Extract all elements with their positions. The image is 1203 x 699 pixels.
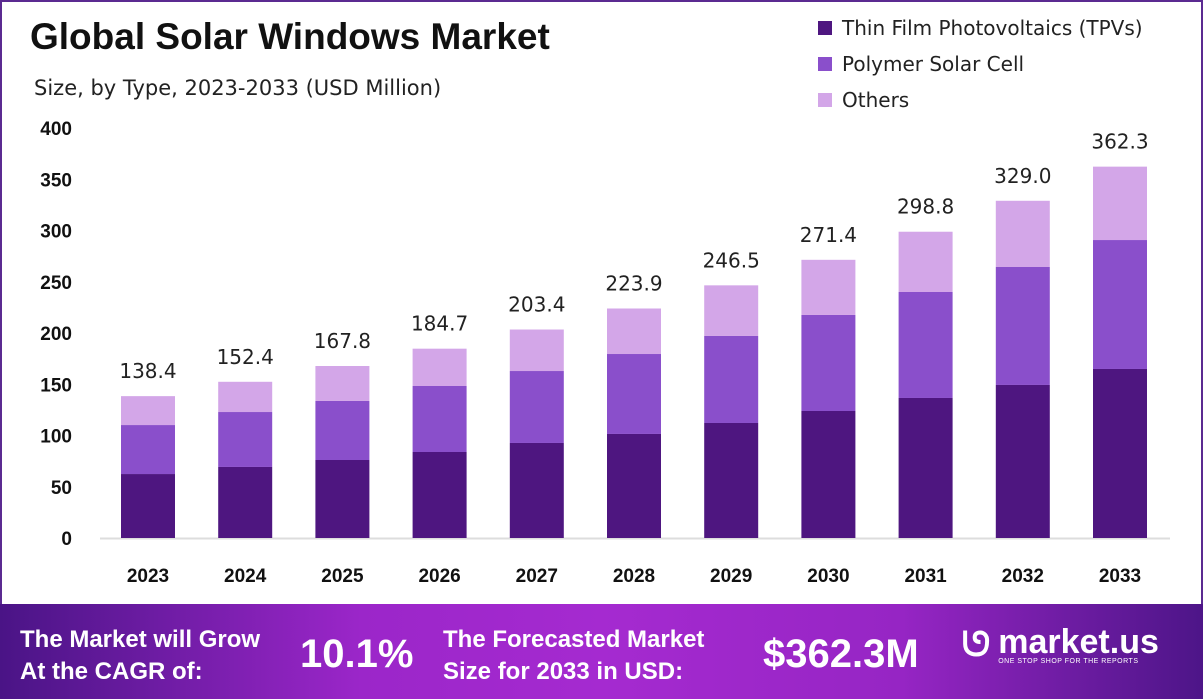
bar-segment-2027-1 (509, 371, 564, 443)
total-data-label: 246.5 (703, 248, 760, 272)
bar-segment-2027-2 (509, 329, 564, 372)
x-tick-label: 2023 (127, 566, 169, 587)
x-tick-label: 2027 (516, 566, 558, 587)
legend-label: Others (842, 88, 910, 112)
chart-frame (0, 0, 1203, 604)
total-data-label: 152.4 (217, 345, 274, 369)
total-data-label: 362.3 (1091, 130, 1148, 154)
x-tick-label: 2029 (710, 566, 752, 587)
bar-segment-2023-1 (121, 425, 175, 475)
bar-segment-2025-1 (315, 400, 370, 460)
chart-subtitle: Size, by Type, 2023-2033 (USD Million) (34, 76, 442, 100)
bar-segment-2026-0 (412, 452, 467, 538)
x-tick-label: 2030 (807, 566, 849, 587)
bar-segment-2029-0 (704, 422, 759, 538)
x-tick-label: 2024 (224, 566, 267, 587)
bar-segment-2031-0 (898, 397, 953, 538)
bar-segment-2032-0 (995, 384, 1050, 538)
total-data-label: 329.0 (994, 164, 1051, 188)
legend-item-tpv: Thin Film Photovoltaics (TPVs) (818, 10, 1143, 46)
y-tick-label: 400 (40, 119, 72, 140)
bar-segment-2023-0 (121, 474, 175, 538)
legend-label: Polymer Solar Cell (842, 52, 1025, 76)
cagr-label-line: At the CAGR of: (20, 658, 203, 685)
total-data-label: 271.4 (800, 223, 857, 247)
total-data-label: 138.4 (119, 359, 176, 383)
y-tick-label: 200 (40, 324, 72, 345)
legend-swatch (818, 93, 832, 107)
bar-segment-2032-1 (995, 266, 1050, 385)
x-tick-label: 2028 (613, 566, 655, 587)
bar-segment-2030-0 (801, 411, 856, 538)
legend-label: Thin Film Photovoltaics (TPVs) (842, 16, 1143, 40)
bar-segment-2026-2 (412, 348, 467, 386)
y-tick-label: 350 (40, 170, 72, 191)
bar-segment-2033-0 (1093, 368, 1147, 538)
legend-swatch (818, 57, 832, 71)
bar-segment-2030-2 (801, 259, 856, 315)
bar-segment-2024-1 (218, 412, 273, 467)
bar-segment-2025-0 (315, 459, 370, 538)
x-tick-label: 2031 (904, 566, 947, 587)
logo-tagline: ONE STOP SHOP FOR THE REPORTS (998, 658, 1139, 665)
x-tick-label: 2026 (418, 566, 460, 587)
bar-segment-2032-2 (995, 200, 1050, 267)
bar-chart: 0 50 100 150 200 250 300 350 400 138.4 2023 152.4 20… (40, 119, 1170, 587)
forecast-label-line: The Forecasted Market (443, 626, 705, 653)
y-tick-label: 0 (61, 529, 72, 550)
x-tick-label: 2033 (1099, 566, 1141, 587)
y-tick-label: 300 (40, 222, 72, 243)
total-data-label: 167.8 (314, 329, 371, 353)
x-tick-label: 2032 (1002, 566, 1044, 587)
bar-segment-2023-2 (121, 396, 175, 426)
cagr-label: The Market will Grow At the CAGR of: (20, 624, 260, 688)
bar-segment-2028-1 (607, 354, 661, 434)
bar-segment-2026-1 (412, 385, 467, 453)
bar-segment-2024-0 (218, 466, 273, 538)
chart-title: Global Solar Windows Market (30, 16, 550, 57)
bar-segment-2033-1 (1093, 240, 1147, 369)
cagr-value: 10.1% (300, 632, 414, 676)
y-tick-label: 100 (40, 427, 72, 448)
logo-name: market.us (998, 623, 1159, 661)
forecast-value: $362.3M (763, 632, 919, 676)
y-tick-label: 150 (40, 375, 72, 396)
total-data-label: 203.4 (508, 293, 565, 317)
logo-icon: ᘎ (962, 626, 991, 664)
total-data-label: 298.8 (897, 195, 954, 219)
bar-segment-2025-2 (315, 366, 370, 401)
legend: Thin Film Photovoltaics (TPVs) Polymer S… (818, 10, 1143, 118)
y-tick-label: 50 (51, 478, 72, 499)
bar-segment-2033-2 (1093, 166, 1147, 241)
bar-segment-2024-2 (218, 381, 273, 413)
market-us-logo: ᘎ market.us ONE STOP SHOP FOR THE REPORTS (962, 623, 1159, 665)
footer-banner: The Market will Grow At the CAGR of: 10.1… (0, 604, 1203, 699)
y-tick-label: 250 (40, 273, 72, 294)
total-data-label: 223.9 (605, 272, 662, 296)
bar-segment-2031-2 (898, 231, 953, 292)
bar-segment-2030-1 (801, 314, 856, 412)
legend-item-polymer: Polymer Solar Cell (818, 46, 1143, 82)
bar-segment-2031-1 (898, 292, 953, 398)
legend-swatch (818, 21, 832, 35)
bar-segment-2028-0 (607, 433, 661, 538)
bar-segment-2028-2 (607, 308, 661, 355)
total-data-label: 184.7 (411, 312, 468, 336)
x-tick-label: 2025 (321, 566, 364, 587)
bar-segment-2027-0 (509, 442, 564, 538)
bar-segment-2029-2 (704, 285, 759, 336)
forecast-label-line: Size for 2033 in USD: (443, 658, 684, 685)
cagr-label-line: The Market will Grow (20, 626, 261, 653)
forecast-label: The Forecasted Market Size for 2033 in US… (443, 624, 704, 688)
bar-segment-2029-1 (704, 335, 759, 423)
legend-item-others: Others (818, 82, 1143, 118)
